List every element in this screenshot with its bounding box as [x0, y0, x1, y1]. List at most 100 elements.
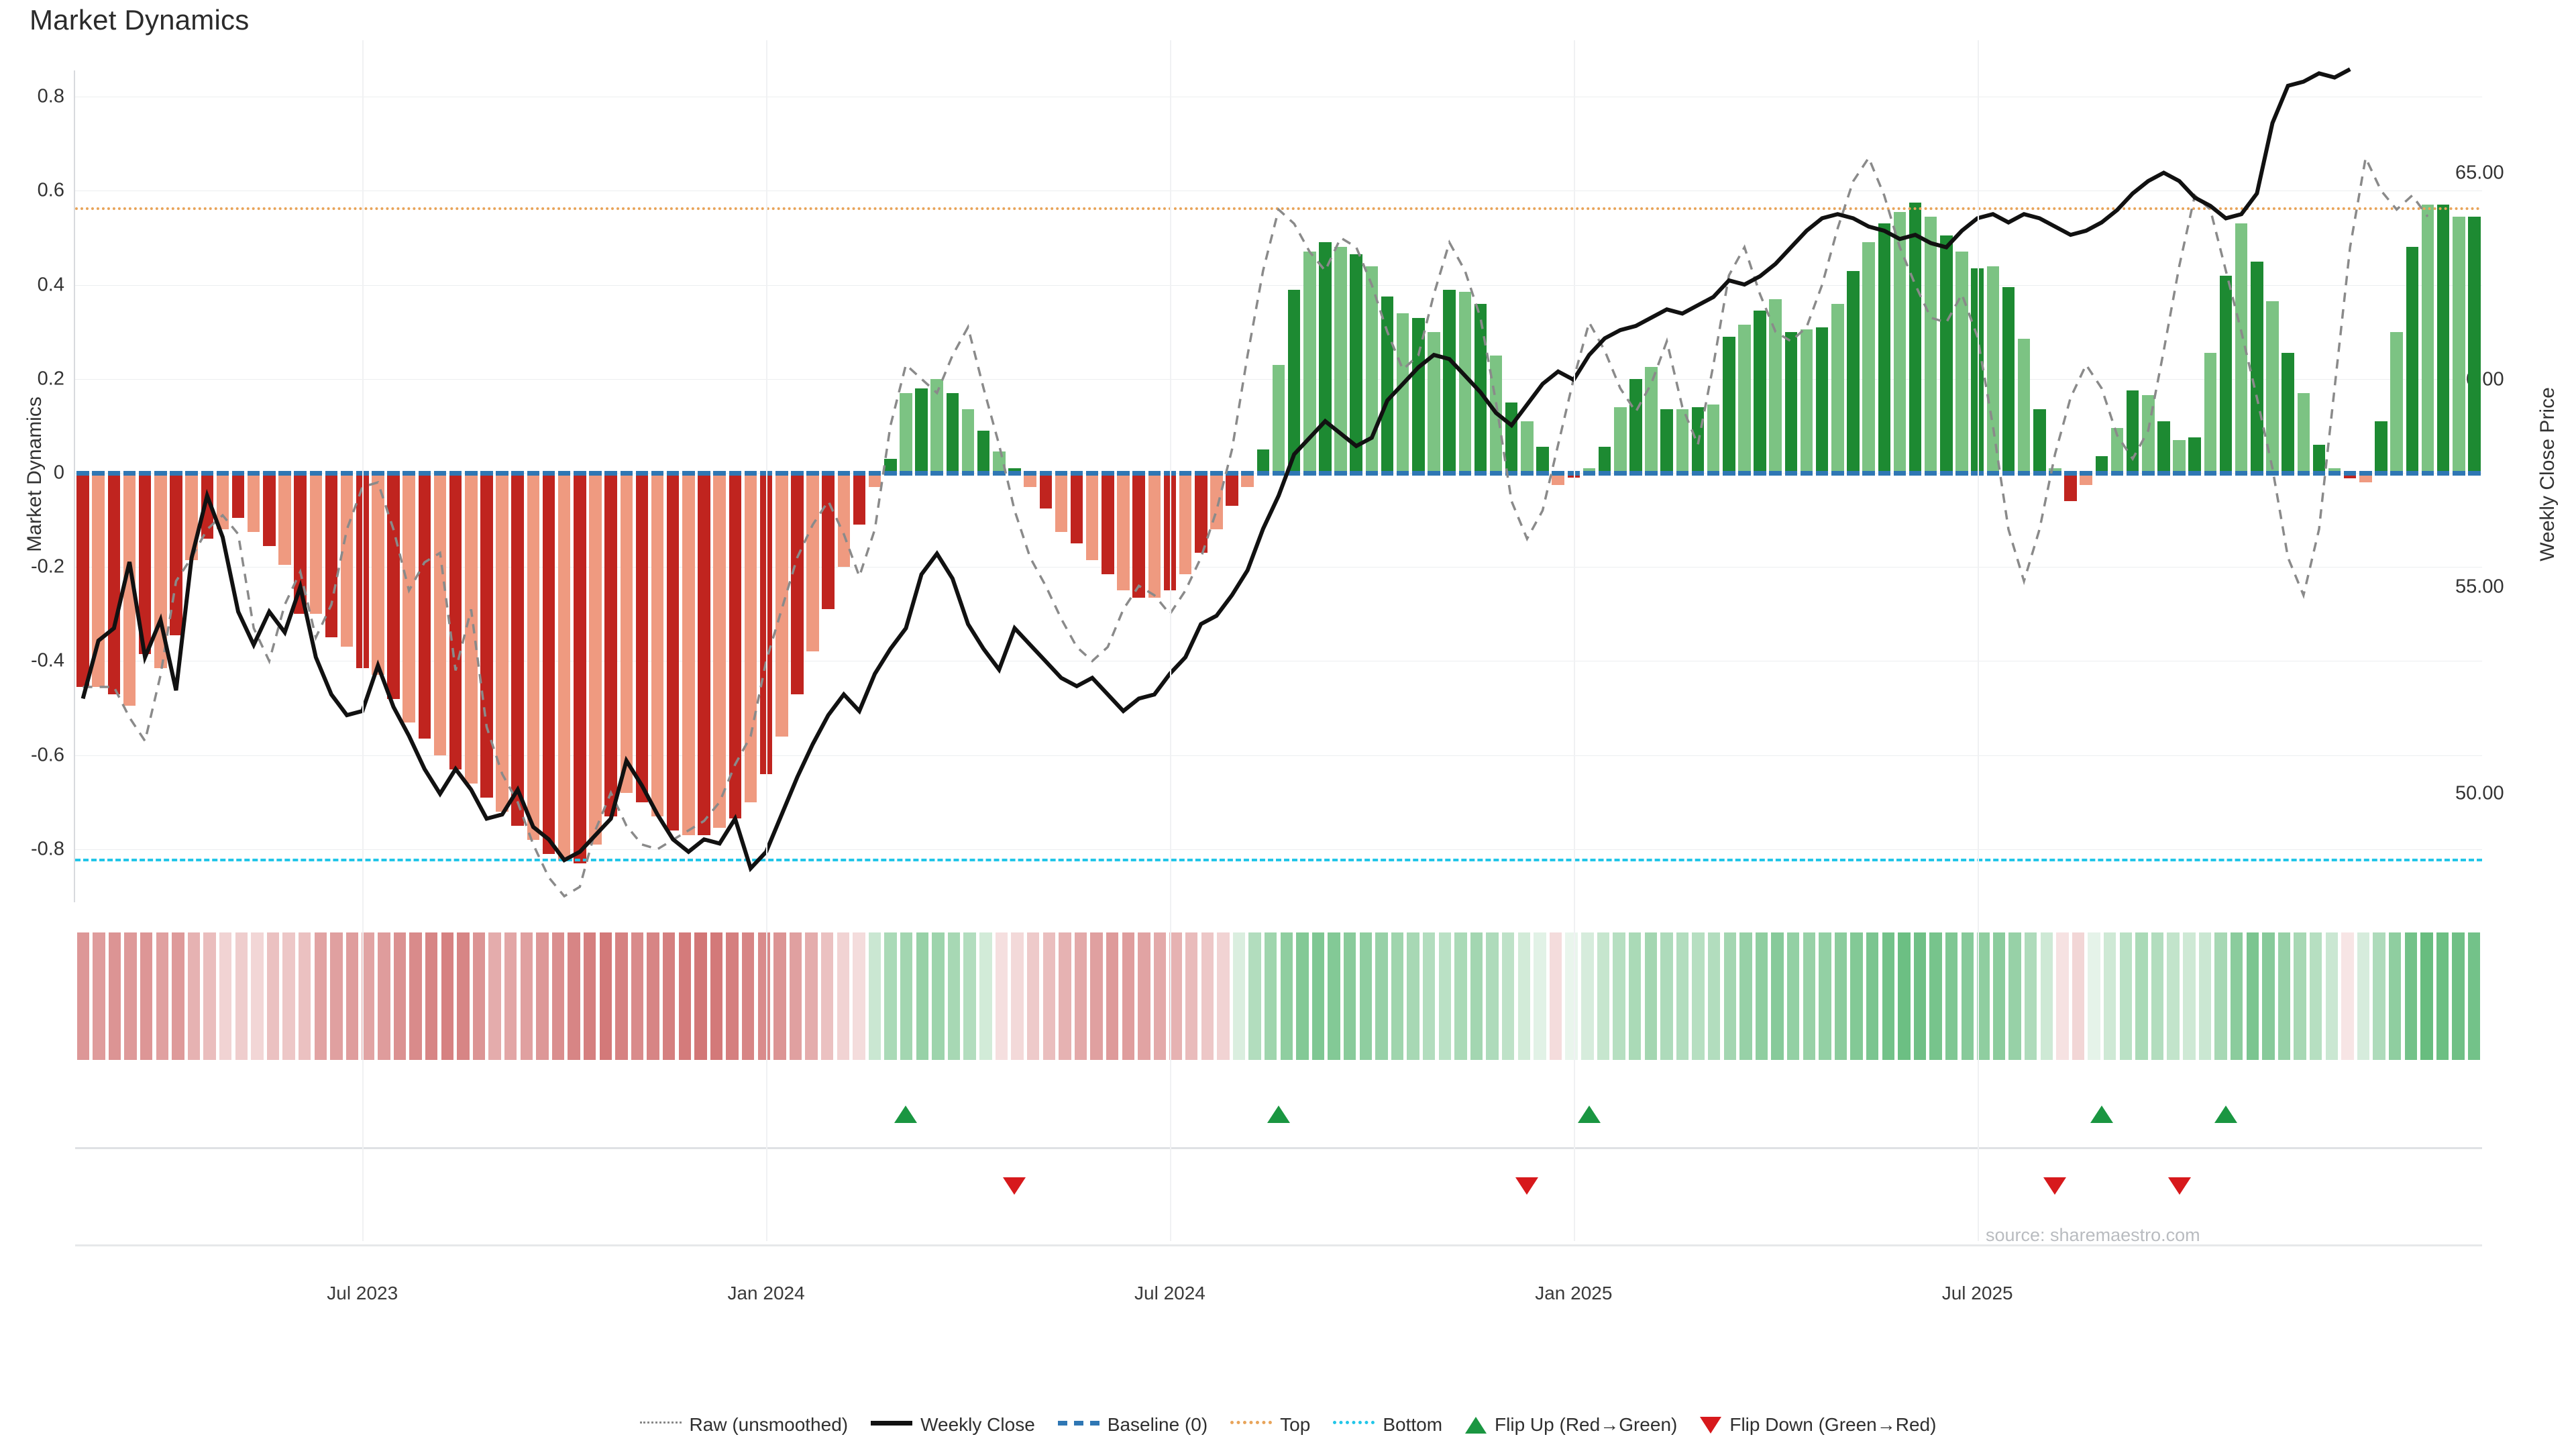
bar: [2375, 421, 2387, 473]
heat-cell: [1090, 932, 1103, 1060]
baseline-marker: [1723, 471, 1735, 476]
bar: [837, 473, 851, 568]
baseline-marker: [201, 471, 214, 476]
heat-cell: [2088, 932, 2100, 1060]
baseline-marker: [154, 471, 167, 476]
heat-cell: [821, 932, 834, 1060]
bar: [1552, 473, 1564, 485]
heat-cell: [2388, 932, 2402, 1060]
bar: [2064, 473, 2077, 502]
baseline-marker: [480, 471, 493, 476]
legend-label: Flip Up (Red→Green): [1495, 1414, 1678, 1435]
flip-up-marker[interactable]: [1577, 1106, 1601, 1123]
flip-up-marker[interactable]: [894, 1106, 918, 1123]
flip-down-marker[interactable]: [1003, 1177, 1026, 1195]
heat-cell: [393, 932, 407, 1060]
baseline-marker: [278, 471, 291, 476]
baseline-marker: [1489, 471, 1503, 476]
flip-down-marker[interactable]: [2043, 1177, 2067, 1195]
bar: [247, 473, 260, 532]
bar: [1241, 473, 1254, 488]
legend-item[interactable]: Flip Down (Green→Red): [1700, 1414, 1936, 1436]
heat-cell: [409, 932, 422, 1060]
heat-cell: [742, 932, 755, 1060]
flip-up-marker[interactable]: [1267, 1106, 1290, 1123]
flip-marker-panel: [75, 40, 2482, 1275]
baseline-marker: [1909, 471, 1922, 476]
line-series-layer: [80, 67, 2429, 898]
bar: [2406, 247, 2419, 473]
bar: [1660, 409, 1673, 473]
baseline-marker: [1085, 471, 1099, 476]
heat-cell: [314, 932, 327, 1060]
bar: [1148, 473, 1161, 598]
legend-item[interactable]: Raw (unsmoothed): [639, 1414, 848, 1436]
bar: [900, 392, 912, 473]
bar: [682, 473, 695, 835]
baseline-marker: [1815, 471, 1829, 476]
heat-cell: [1502, 932, 1515, 1060]
baseline-marker: [1505, 471, 1518, 476]
baseline-marker: [1194, 471, 1208, 476]
bar: [372, 473, 384, 676]
heat-cell: [2420, 932, 2433, 1060]
bar: [1365, 266, 1379, 473]
heat-cell: [2104, 932, 2116, 1060]
flip-up-marker[interactable]: [2214, 1106, 2238, 1123]
baseline-marker: [993, 471, 1006, 476]
baseline-marker: [2468, 471, 2481, 476]
baseline-marker: [1303, 471, 1316, 476]
x-tick-label: Jan 2025: [1535, 1283, 1613, 1303]
baseline-marker: [1024, 471, 1036, 476]
bar: [1629, 378, 1642, 473]
bar: [806, 473, 819, 652]
bar: [961, 409, 975, 473]
heat-cell: [1517, 932, 1531, 1060]
flip-down-marker[interactable]: [1515, 1177, 1539, 1195]
bar: [1163, 473, 1177, 591]
baseline-marker: [1800, 471, 1813, 476]
heat-cell: [615, 932, 628, 1060]
baseline-marker: [1769, 471, 1782, 476]
baseline-marker: [900, 471, 912, 476]
heat-cell: [536, 932, 549, 1060]
heat-cell: [203, 932, 216, 1060]
baseline-marker: [1707, 471, 1720, 476]
heat-cell: [378, 932, 390, 1060]
legend-item[interactable]: Baseline (0): [1057, 1414, 1208, 1436]
baseline-marker: [1070, 471, 1083, 476]
bar: [340, 473, 354, 647]
flip-down-marker[interactable]: [2167, 1177, 2191, 1195]
bar: [853, 473, 866, 525]
bottom-reference-line: [75, 858, 2482, 861]
legend-item[interactable]: Top: [1230, 1414, 1310, 1436]
legend-item[interactable]: Weekly Close: [871, 1414, 1035, 1436]
bar: [620, 473, 633, 793]
legend-item[interactable]: Bottom: [1333, 1414, 1442, 1436]
baseline-marker: [791, 471, 804, 476]
flip-baseline-line: [75, 1244, 2482, 1246]
heat-cell: [551, 932, 565, 1060]
baseline-marker: [216, 471, 229, 476]
heat-cell: [694, 932, 707, 1060]
baseline-marker: [2266, 471, 2279, 476]
baseline-marker: [604, 471, 617, 476]
baseline-marker: [1474, 471, 1487, 476]
heat-cell: [172, 932, 184, 1060]
flip-up-marker[interactable]: [2090, 1106, 2113, 1123]
bar: [92, 473, 105, 687]
baseline-marker: [2390, 471, 2403, 476]
baseline-marker: [2157, 471, 2170, 476]
bar: [1676, 409, 1689, 473]
baseline-marker: [666, 471, 680, 476]
bar: [1645, 367, 1658, 473]
bar: [604, 473, 617, 816]
heat-cell: [1438, 932, 1452, 1060]
heat-cell: [1138, 932, 1150, 1060]
heat-cell: [1486, 932, 1499, 1060]
baseline-marker: [2436, 471, 2450, 476]
heat-cell: [520, 932, 533, 1060]
baseline-marker: [1660, 471, 1673, 476]
baseline-marker: [1691, 471, 1705, 476]
legend-item[interactable]: Flip Up (Red→Green): [1465, 1414, 1677, 1436]
